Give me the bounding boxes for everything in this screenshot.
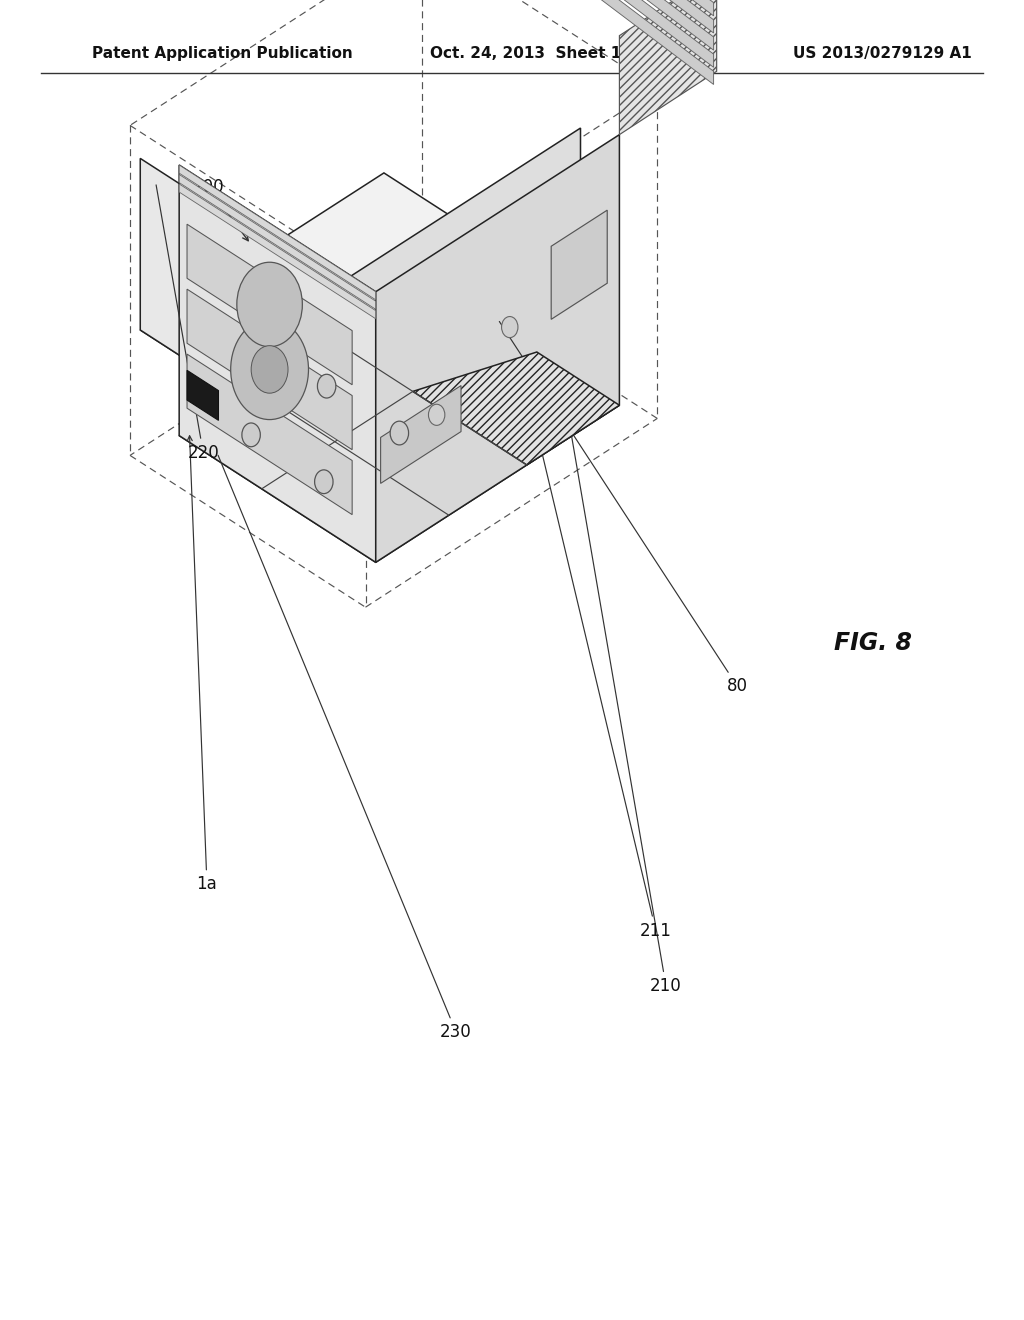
Polygon shape: [179, 174, 376, 309]
Polygon shape: [187, 224, 352, 384]
Polygon shape: [179, 165, 376, 300]
Text: 80: 80: [500, 322, 748, 696]
Polygon shape: [551, 210, 607, 319]
Text: 230: 230: [218, 455, 472, 1041]
Polygon shape: [179, 279, 620, 562]
Text: 200: 200: [193, 178, 248, 240]
Polygon shape: [179, 183, 376, 318]
Text: 1a: 1a: [187, 436, 217, 894]
Circle shape: [428, 404, 444, 425]
Polygon shape: [337, 128, 581, 457]
Circle shape: [502, 317, 518, 338]
Text: FIG. 8: FIG. 8: [835, 631, 912, 655]
Polygon shape: [546, 0, 714, 50]
Polygon shape: [187, 371, 218, 420]
Circle shape: [237, 263, 302, 347]
Polygon shape: [546, 0, 714, 16]
Circle shape: [251, 346, 288, 393]
Polygon shape: [140, 173, 581, 457]
Polygon shape: [413, 352, 620, 465]
Text: 210: 210: [565, 397, 682, 995]
Circle shape: [242, 422, 260, 446]
Text: 220: 220: [156, 185, 219, 462]
Polygon shape: [187, 354, 352, 515]
Text: US 2013/0279129 A1: US 2013/0279129 A1: [794, 46, 972, 61]
Text: Oct. 24, 2013  Sheet 12 of 12: Oct. 24, 2013 Sheet 12 of 12: [430, 46, 681, 61]
Polygon shape: [546, 0, 714, 84]
Polygon shape: [381, 385, 461, 483]
Polygon shape: [187, 289, 352, 450]
Text: Patent Application Publication: Patent Application Publication: [92, 46, 353, 61]
Text: 211: 211: [528, 396, 672, 940]
Polygon shape: [179, 165, 376, 562]
Polygon shape: [546, 0, 714, 33]
Polygon shape: [546, 0, 714, 67]
Polygon shape: [140, 158, 337, 457]
Circle shape: [390, 421, 409, 445]
Polygon shape: [376, 135, 620, 562]
Circle shape: [317, 375, 336, 399]
Circle shape: [314, 470, 333, 494]
Polygon shape: [620, 0, 717, 135]
Circle shape: [230, 319, 308, 420]
